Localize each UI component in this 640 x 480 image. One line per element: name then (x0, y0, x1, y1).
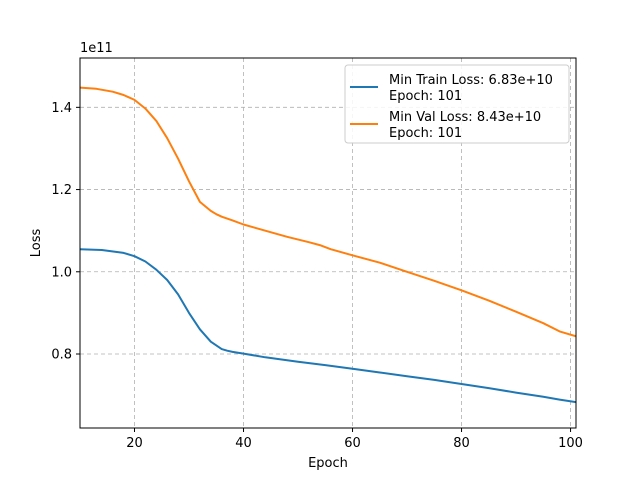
legend-label-train-epoch: Epoch: 101 (389, 89, 462, 104)
plot-frame (79, 57, 577, 429)
x-axis-label: Epoch (308, 456, 348, 471)
x-axis-ticks: 20 40 60 80 100 (126, 428, 583, 451)
x-tick-label: 80 (453, 436, 470, 451)
series-lines (80, 86, 576, 404)
y-offset-label: 1e11 (80, 41, 113, 56)
y-tick-label: 1.4 (51, 101, 72, 116)
grid (80, 58, 576, 428)
legend: Min Train Loss: 6.83e+10 Epoch: 101 Min … (344, 64, 570, 144)
legend-label-val-epoch: Epoch: 101 (389, 126, 462, 141)
y-axis-ticks: 0.8 1.0 1.2 1.4 (51, 101, 80, 363)
x-tick-label: 60 (344, 436, 361, 451)
y-tick-label: 0.8 (51, 348, 72, 363)
x-tick-label: 40 (235, 436, 252, 451)
legend-label-val: Min Val Loss: 8.43e+10 (389, 110, 541, 125)
y-tick-label: 1.0 (51, 265, 72, 280)
train-loss-line (80, 248, 576, 404)
y-tick-label: 1.2 (51, 183, 72, 198)
legend-label-train: Min Train Loss: 6.83e+10 (389, 73, 553, 88)
x-tick-label: 100 (558, 436, 583, 451)
x-tick-label: 20 (126, 436, 143, 451)
legend-box (344, 64, 570, 144)
val-loss-line (80, 86, 576, 338)
y-axis-label: Loss (29, 229, 44, 258)
